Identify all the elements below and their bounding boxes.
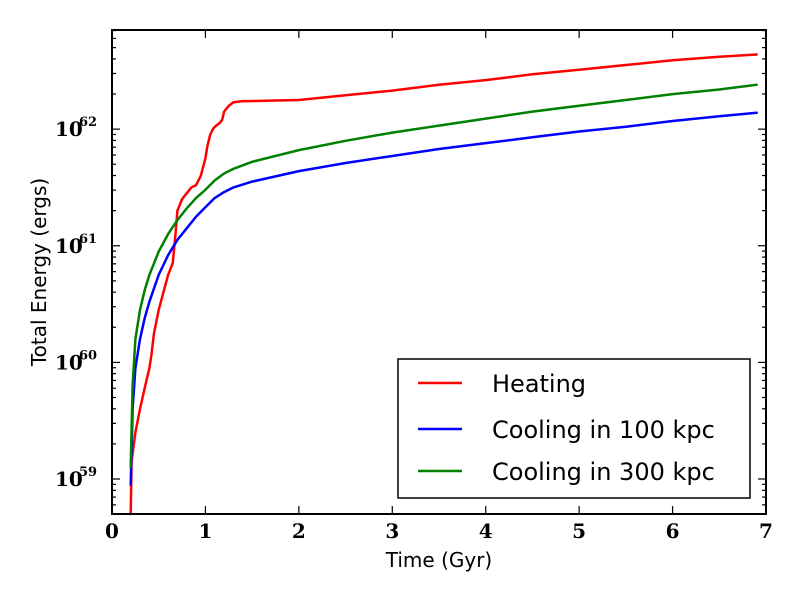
y-tick-label-exponent: 59	[79, 465, 97, 480]
series-line-heating	[129, 53, 758, 516]
legend-label-cooling-in-100-kpc: Cooling in 100 kpc	[492, 416, 715, 444]
legend: Heating Cooling in 100 kpc Cooling in 300 …	[397, 358, 751, 499]
x-tick-label: 0	[105, 519, 119, 543]
y-tick-label-exponent: 62	[79, 115, 97, 130]
legend-label-cooling-in-300-kpc: Cooling in 300 kpc	[492, 458, 715, 486]
x-tick-label: 6	[666, 519, 680, 543]
y-tick-label-exponent: 60	[79, 348, 97, 363]
x-tick-label: 2	[292, 519, 306, 543]
x-axis-ticks: 0 1 2 3 4 5 6 7	[105, 30, 773, 543]
x-tick-label: 4	[479, 519, 493, 543]
x-axis-label: Time (Gyr)	[385, 548, 492, 572]
series-line-cooling-in-300-kpc	[129, 83, 758, 469]
y-tick-label-base: 10	[55, 234, 83, 258]
y-axis-label: Total Energy (ergs)	[27, 178, 51, 367]
series-line-cooling-in-100-kpc	[129, 111, 758, 487]
y-tick-label-exponent: 61	[79, 232, 97, 247]
x-tick-label: 3	[385, 519, 399, 543]
x-tick-label: 1	[198, 519, 212, 543]
x-tick-label: 7	[759, 519, 773, 543]
series-layer	[129, 53, 758, 516]
y-tick-label-base: 10	[55, 467, 83, 491]
y-tick-label-base: 10	[55, 350, 83, 374]
y-tick-label-base: 10	[55, 117, 83, 141]
legend-label-heating: Heating	[492, 370, 586, 398]
x-tick-label: 5	[572, 519, 586, 543]
